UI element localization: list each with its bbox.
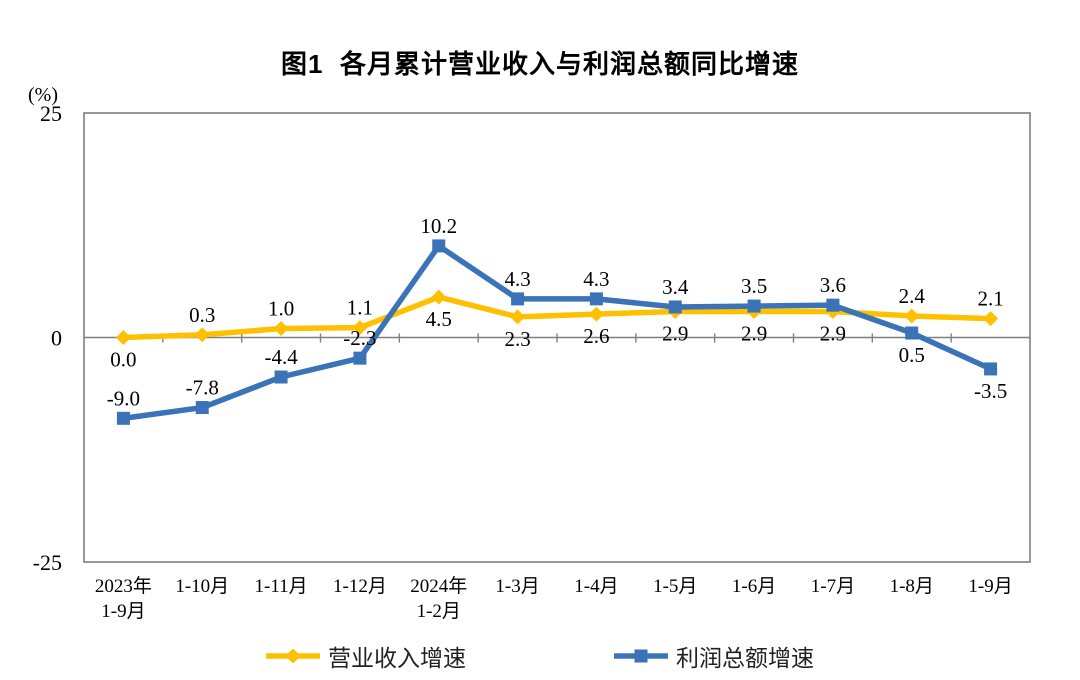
data-label: 0.0	[110, 348, 136, 372]
x-axis-label: 1-6月	[732, 576, 776, 597]
data-label: 2.4	[899, 284, 926, 308]
data-label: -9.0	[107, 386, 140, 410]
data-label: 3.6	[820, 273, 846, 297]
revenue-series-marker-icon	[352, 320, 368, 336]
x-axis-label: 2023年	[95, 575, 152, 597]
profit-series-marker-icon	[905, 326, 919, 340]
data-label: 3.4	[662, 275, 689, 299]
revenue-series-marker-icon	[115, 330, 131, 345]
x-axis-label: 1-4月	[574, 576, 618, 597]
revenue-series-marker-icon	[431, 289, 447, 305]
data-label: -2.3	[343, 326, 376, 350]
legend-label-revenue: 营业收入增速	[328, 646, 466, 671]
data-label: 2.6	[583, 324, 609, 348]
data-label: 1.1	[347, 296, 373, 320]
data-label: -7.8	[186, 376, 219, 400]
profit-series-marker-icon	[984, 362, 998, 376]
y-tick-label: 25	[40, 101, 62, 126]
x-axis-label: 1-9月	[968, 576, 1012, 597]
revenue-series-swatch-icon	[266, 648, 320, 664]
revenue-series-marker-icon	[588, 306, 604, 322]
data-label: 2.9	[820, 321, 846, 345]
x-axis-label: 2024年	[410, 575, 467, 597]
profit-series-marker-icon	[432, 239, 446, 253]
x-axis-label: 1-3月	[495, 576, 539, 597]
data-label: -4.4	[264, 345, 298, 369]
profit-series-marker-icon	[668, 300, 682, 314]
data-label: 0.5	[899, 343, 925, 367]
data-label: 1.0	[268, 297, 294, 321]
x-axis-label: 1-7月	[811, 576, 855, 597]
legend-label-profit: 利润总额增速	[676, 646, 814, 671]
y-tick-label: -25	[33, 550, 62, 575]
chart-title: 图1 各月累计营业收入与利润总额同比增速	[281, 49, 799, 79]
revenue-series-marker-icon	[273, 321, 289, 337]
legend-item-profit: 利润总额增速	[614, 639, 814, 673]
data-label: 0.3	[189, 303, 215, 327]
profit-series-line	[120, 243, 994, 422]
data-label: 2.9	[741, 321, 767, 345]
data-label: -3.5	[974, 379, 1007, 403]
profit-series-marker-icon	[511, 292, 525, 306]
profit-series-marker-icon	[116, 411, 130, 425]
x-axis-label: 1-11月	[255, 576, 308, 597]
profit-series-marker-icon	[274, 370, 288, 384]
x-axis-label: 1-9月	[101, 601, 145, 622]
x-axis-label: 1-5月	[653, 576, 697, 597]
profit-series-marker-icon	[589, 292, 603, 306]
data-label: 4.5	[426, 307, 452, 331]
revenue-series-marker-icon	[510, 309, 526, 325]
profit-series-marker-icon	[353, 351, 367, 365]
x-axis-label: 1-8月	[890, 576, 934, 597]
data-label: 2.9	[662, 321, 688, 345]
data-label: 4.3	[583, 267, 609, 291]
data-label: 2.3	[504, 327, 530, 351]
profit-series-marker-icon	[747, 299, 761, 313]
profit-series-swatch-icon	[614, 649, 668, 663]
data-label: 4.3	[504, 267, 530, 291]
y-axis-unit-label: (%)	[28, 84, 58, 106]
profit-series-marker-icon	[826, 298, 840, 312]
legend-item-revenue: 营业收入增速	[266, 639, 466, 673]
x-axis-label: 1-12月	[333, 576, 387, 597]
revenue-series-marker-icon	[194, 327, 210, 343]
y-tick-label: 0	[51, 326, 62, 351]
revenue-series-marker-icon	[983, 311, 999, 327]
data-label: 3.5	[741, 274, 767, 298]
profit-series-marker-icon	[195, 401, 209, 415]
x-axis-label: 1-10月	[175, 576, 229, 597]
x-axis-label: 1-2月	[417, 601, 461, 622]
chart-legend: 营业收入增速 利润总额增速	[0, 639, 1080, 673]
revenue-series-marker-icon	[904, 308, 920, 324]
data-label: 2.1	[977, 287, 1003, 311]
data-label: 10.2	[420, 214, 457, 238]
